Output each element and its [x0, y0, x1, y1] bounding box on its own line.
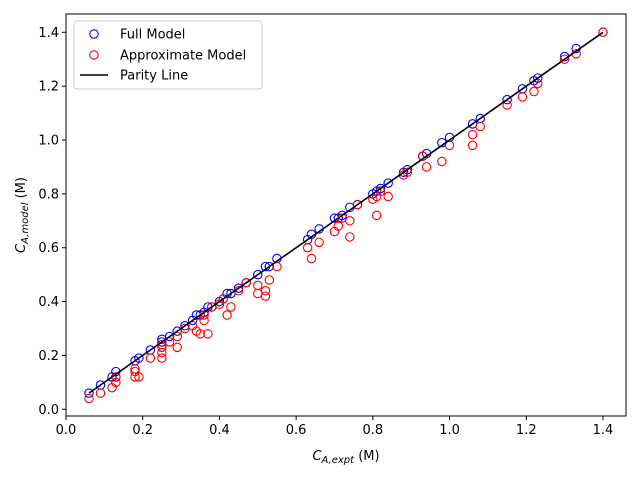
data-point	[253, 269, 263, 280]
data-point	[203, 329, 213, 339]
y-tick-label: 0.6	[38, 241, 59, 256]
x-tick-label: 1.2	[516, 423, 537, 438]
x-tick-label: 0.8	[363, 423, 384, 438]
data-point	[375, 183, 386, 194]
data-point	[533, 73, 543, 83]
data-point	[84, 393, 94, 404]
data-point	[222, 310, 232, 320]
y-tick-label: 0.0	[38, 403, 59, 418]
data-point	[529, 86, 539, 97]
data-point	[345, 216, 355, 226]
legend-marker	[89, 29, 99, 39]
data-point	[467, 140, 478, 151]
data-point	[264, 275, 275, 285]
data-point	[333, 221, 344, 231]
data-point	[95, 388, 106, 398]
data-point	[437, 156, 447, 167]
data-point	[559, 54, 570, 64]
x-axis-ticks: 0.0 0.2 0.4 0.6 0.8 1.0 1.2 1.4	[56, 416, 614, 438]
legend-marker	[89, 50, 99, 60]
axes-frame	[65, 13, 627, 417]
data-point	[180, 321, 190, 331]
data-point	[218, 294, 229, 304]
data-point	[253, 280, 263, 291]
data-point	[517, 92, 528, 102]
legend-box	[73, 20, 263, 90]
data-point	[598, 27, 608, 38]
data-point	[157, 353, 167, 363]
legend-label: Full Model	[120, 28, 185, 43]
x-axis-label: CA,expt (M)	[312, 449, 379, 466]
y-tick-label: 1.4	[38, 26, 59, 41]
y-tick-label: 1.0	[38, 134, 59, 149]
data-point	[383, 191, 393, 202]
y-tick-label: 0.2	[38, 349, 59, 364]
data-point	[421, 162, 432, 172]
data-point	[233, 283, 244, 293]
data-point	[352, 199, 363, 210]
x-tick-label: 0.4	[209, 423, 230, 438]
y-tick-label: 0.8	[38, 187, 59, 202]
data-point	[226, 302, 236, 312]
data-point	[84, 388, 94, 398]
data-point	[164, 337, 175, 347]
y-tick-label: 1.2	[38, 80, 59, 95]
data-point	[306, 253, 317, 264]
data-point	[272, 261, 282, 272]
y-axis-ticks: 0.0 0.2 0.4 0.6 0.8 1.0 1.2 1.4	[38, 26, 66, 418]
x-tick-label: 0.2	[132, 423, 153, 438]
data-point	[444, 140, 455, 151]
data-point	[302, 242, 313, 253]
data-point	[467, 129, 478, 140]
data-point	[172, 342, 182, 353]
x-tick-label: 0.0	[56, 423, 77, 438]
parity-line	[88, 31, 604, 394]
data-point	[260, 286, 271, 296]
legend-label: Parity Line	[120, 69, 188, 84]
data-point	[157, 342, 167, 353]
y-axis-label: CA,model (M)	[14, 177, 31, 253]
data-point	[502, 94, 512, 105]
data-point	[164, 331, 175, 342]
data-point	[383, 178, 393, 188]
data-point	[134, 353, 144, 363]
plot-area	[84, 27, 608, 404]
data-point	[241, 277, 252, 288]
data-point	[345, 232, 355, 242]
legend: Full Model Approximate Model Parity Line	[73, 20, 263, 90]
data-point	[145, 353, 156, 363]
data-point	[475, 121, 485, 132]
data-point	[264, 261, 275, 272]
data-point	[111, 377, 121, 388]
x-tick-label: 1.0	[439, 423, 460, 438]
data-point	[130, 364, 140, 374]
data-point	[195, 329, 205, 339]
x-tick-label: 1.4	[593, 423, 614, 438]
data-point	[172, 331, 182, 342]
y-tick-label: 0.4	[38, 295, 59, 310]
data-point	[337, 210, 347, 221]
data-point	[533, 78, 543, 89]
data-point	[157, 337, 167, 347]
data-point	[502, 100, 512, 110]
data-point	[199, 315, 209, 326]
data-point	[260, 291, 271, 301]
data-point	[371, 210, 382, 221]
data-point	[134, 372, 144, 382]
legend-label: Approximate Model	[120, 49, 246, 64]
data-point	[314, 237, 324, 248]
series-approximate-model	[84, 27, 608, 404]
x-tick-label: 0.6	[286, 423, 307, 438]
